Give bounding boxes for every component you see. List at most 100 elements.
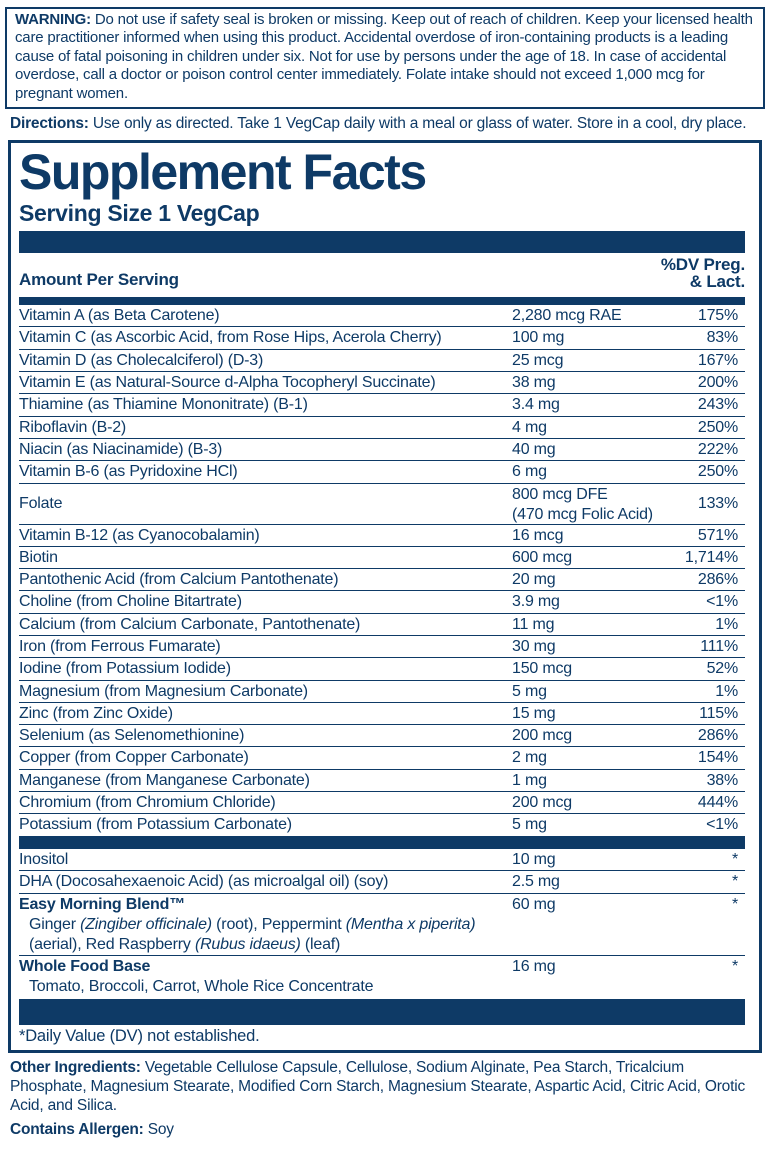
directions-label: Directions:: [10, 115, 89, 133]
table-row: Vitamin C (as Ascorbic Acid, from Rose H…: [19, 326, 745, 348]
ingredient-amount: 6 mg: [512, 463, 547, 481]
table-row: DHA (Docosahexaenoic Acid) (as microalga…: [19, 870, 745, 892]
ingredient-amount: 200 mcg: [512, 727, 572, 745]
ingredient-name: Biotin: [19, 548, 58, 566]
table-row: Manganese (from Manganese Carbonate) 1 mg…: [19, 768, 745, 791]
ingredient-name: Calcium (from Calcium Carbonate, Pantoth…: [19, 615, 361, 633]
table-row: Magnesium (from Magnesium Carbonate) 5 mg…: [19, 679, 745, 702]
ingredient-dv: 175%: [697, 306, 738, 324]
ingredient-name: Vitamin B-12 (as Cyanocobalamin): [19, 526, 260, 544]
ingredient-name: Chromium (from Chromium Chloride): [19, 794, 276, 812]
amount-line1: 800 mcg DFE: [512, 485, 608, 503]
ingredient-name: Iodine (from Potassium Iodide): [19, 660, 231, 678]
ingredient-amount: 16 mg: [512, 957, 556, 975]
ingredient-dv: 83%: [706, 329, 739, 347]
warning-paragraph: WARNING: Do not use if safety seal is br…: [15, 11, 755, 103]
ingredient-dv: 250%: [697, 418, 738, 436]
ingredient-dv: 1%: [715, 682, 738, 700]
table-row: Niacin (as Niacinamide) (B-3) 40 mg 222%: [19, 437, 745, 460]
table-row: Biotin 600 mcg 1,714%: [19, 545, 745, 568]
ingredient-dv: 444%: [697, 794, 738, 812]
table-row: Iodine (from Potassium Iodide) 150 mcg 52%: [19, 657, 745, 679]
ingredient-amount: 10 mg: [512, 850, 556, 868]
ingredient-name: Vitamin C (as Ascorbic Acid, from Rose H…: [19, 329, 442, 347]
ingredient-dv: 200%: [697, 374, 738, 392]
ingredient-amount: 2,280 mcg RAE: [512, 306, 622, 324]
ingredient-name: Vitamin E (as Natural-Source d-Alpha Toc…: [19, 374, 436, 392]
ingredient-amount: 20 mg: [512, 571, 556, 589]
ingredient-amount: 2.5 mg: [512, 873, 560, 891]
table-row: Zinc (from Zinc Oxide) 15 mg 115%: [19, 701, 745, 724]
ingredient-dv: 243%: [697, 396, 738, 414]
contains-allergen: Contains Allergen: Soy: [10, 1121, 760, 1140]
table-row: Vitamin B-6 (as Pyridoxine HCl) 6 mg 250%: [19, 460, 745, 482]
ingredient-amount: 150 mcg: [512, 660, 572, 678]
ingredient-amount: 4 mg: [512, 418, 547, 436]
ingredient-dv: *: [731, 957, 738, 975]
ingredient-name: Folate: [19, 494, 63, 512]
table-row: Potassium (from Potassium Carbonate) 5 mg…: [19, 813, 745, 835]
ingredient-name: Pantothenic Acid (from Calcium Pantothen…: [19, 571, 339, 589]
ingredient-dv: 286%: [697, 571, 738, 589]
ingredient-dv: <1%: [706, 816, 738, 834]
table-row: Whole Food Base 16 mg * Tomato, Broccoli, C…: [19, 954, 745, 997]
ingredient-amount: 25 mcg: [512, 351, 564, 369]
directions-paragraph: Directions: Use only as directed. Take 1…: [10, 115, 760, 134]
ingredient-name: Riboflavin (B-2): [19, 418, 127, 436]
serving-size: Serving Size 1 VegCap: [19, 199, 260, 226]
dv-header-line1: %DV Preg.: [660, 254, 745, 274]
ingredient-dv: 133%: [697, 494, 738, 512]
ingredient-amount: 5 mg: [512, 682, 547, 700]
amount-per-serving-header: Amount Per Serving: [19, 269, 179, 289]
table-row: Riboflavin (B-2) 4 mg 250%: [19, 415, 745, 438]
contains-allergen-text: Soy: [147, 1120, 174, 1138]
ingredient-dv: 286%: [697, 727, 738, 745]
ingredient-name: Niacin (as Niacinamide) (B-3): [19, 440, 223, 458]
supplement-label: WARNING: Do not use if safety seal is br…: [0, 7, 770, 1169]
ingredient-name: Easy Morning Blend™: [19, 895, 185, 913]
ingredient-dv: *: [731, 873, 738, 891]
ingredient-name: Choline (from Choline Bitartrate): [19, 593, 242, 611]
directions: Directions: Use only as directed. Take 1…: [10, 115, 760, 134]
contains-allergen-label: Contains Allergen:: [10, 1120, 144, 1138]
ingredient-name: DHA (Docosahexaenoic Acid) (as microalga…: [19, 873, 389, 891]
section-bar-divider: [19, 835, 745, 849]
ingredient-name: Iron (from Ferrous Fumarate): [19, 637, 221, 655]
section-bar-bottom: [19, 999, 745, 1026]
ingredient-dv: *: [731, 895, 738, 913]
ingredient-amount: 3.9 mg: [512, 593, 560, 611]
warning-label: WARNING:: [15, 11, 91, 28]
ingredient-detail: Tomato, Broccoli, Carrot, Whole Rice Con…: [29, 978, 374, 996]
ingredient-dv: 167%: [697, 351, 738, 369]
dv-footnote: *Daily Value (DV) not established.: [19, 1027, 260, 1046]
dv-header-line2: & Lact.: [689, 271, 745, 291]
ingredient-dv: 250%: [697, 463, 738, 481]
ingredient-name: Copper (from Copper Carbonate): [19, 749, 249, 767]
table-row: Folate 800 mcg DFE (470 mcg Folic Acid) 133…: [19, 482, 745, 524]
ingredient-dv: 115%: [699, 704, 738, 722]
ingredient-amount: 2 mg: [512, 749, 547, 767]
ingredient-name: Vitamin D (as Cholecalciferol) (D-3): [19, 351, 264, 369]
table-row: Chromium (from Chromium Chloride) 200 mcg…: [19, 791, 745, 813]
ingredient-amount: 5 mg: [512, 816, 547, 834]
section-bar-header: [19, 296, 745, 305]
section-bar-top: [19, 230, 745, 253]
ingredient-amount: 800 mcg DFE (470 mcg Folic Acid): [512, 484, 677, 524]
other-ingredients-text: Vegetable Cellulose Capsule, Cellulose, …: [10, 1059, 746, 1114]
ingredient-amount: 11 mg: [512, 615, 555, 633]
ingredient-name: Inositol: [19, 850, 69, 868]
ingredient-name: Vitamin B-6 (as Pyridoxine HCl): [19, 463, 238, 481]
ingredient-amount: 38 mg: [512, 374, 556, 392]
ingredient-dv: *: [731, 850, 738, 868]
contains-allergen-paragraph: Contains Allergen: Soy: [10, 1121, 760, 1140]
columns-header: Amount Per Serving %DV Preg. & Lact.: [19, 256, 745, 290]
ingredient-amount: 200 mcg: [512, 794, 572, 812]
ingredient-dv: 38%: [706, 771, 739, 789]
ingredient-amount: 100 mg: [512, 329, 565, 347]
other-ingredients: Other Ingredients: Vegetable Cellulose C…: [10, 1059, 760, 1115]
supplement-facts-panel: Supplement Facts Serving Size 1 VegCap A…: [8, 139, 762, 1054]
table-row: Calcium (from Calcium Carbonate, Pantoth…: [19, 612, 745, 635]
ingredient-detail: Ginger (Zingiber officinale) (root), Pep…: [29, 915, 476, 933]
ingredient-dv: <1%: [706, 593, 738, 611]
ingredient-dv: 1%: [715, 615, 738, 633]
